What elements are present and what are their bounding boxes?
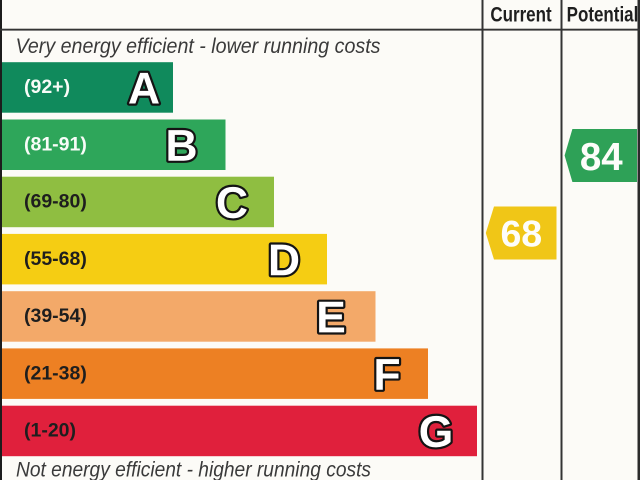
svg-text:Very energy efficient - lower: Very energy efficient - lower running co… [16, 35, 381, 58]
svg-text:(92+): (92+) [24, 76, 70, 98]
svg-text:(81-91): (81-91) [24, 134, 87, 156]
svg-text:68: 68 [500, 213, 542, 255]
svg-text:(55-68): (55-68) [24, 248, 87, 270]
svg-text:Potential: Potential [567, 3, 639, 27]
svg-text:(21-38): (21-38) [24, 363, 87, 385]
svg-text:84: 84 [580, 136, 623, 179]
svg-text:Current: Current [490, 3, 552, 27]
svg-text:(69-80): (69-80) [24, 191, 87, 213]
svg-text:(39-54): (39-54) [24, 305, 87, 327]
svg-text:(1-20): (1-20) [24, 420, 76, 442]
svg-text:Not energy efficient - higher: Not energy efficient - higher running co… [16, 458, 371, 480]
